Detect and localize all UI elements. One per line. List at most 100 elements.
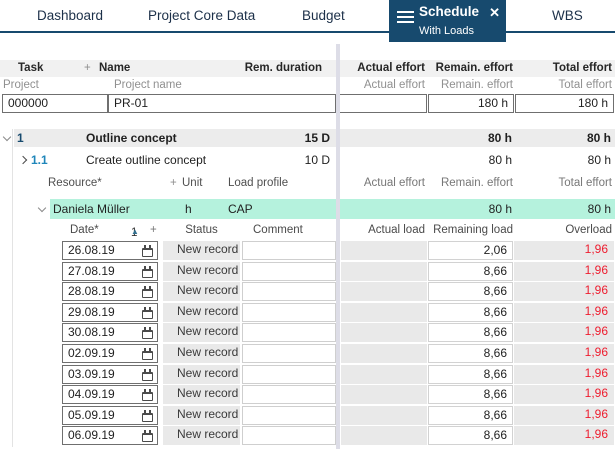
task-table-header: Task + Name Rem. duration Actual effort … [0,60,615,77]
task-remain-effort: 80 h [487,131,512,145]
task-name: Create outline concept [86,153,207,167]
date-field[interactable]: 30.08.19 [62,323,158,343]
load-row: 04.09.19 New record 8,66 1,96 [0,385,615,405]
add-resource-icon[interactable]: + [170,177,177,189]
task-number: 1 [17,131,24,145]
resource-row-highlight [50,199,615,219]
calendar-icon[interactable] [142,347,153,360]
remaining-load-field[interactable]: 8,66 [428,261,513,281]
calendar-icon[interactable] [142,368,153,381]
remaining-load-field[interactable]: 8,66 [428,405,513,425]
task-total-effort: 80 h [586,131,611,145]
close-icon[interactable]: ✕ [489,5,500,20]
comment-field[interactable] [242,241,336,260]
load-row: 28.08.19 New record 8,66 1,96 [0,282,615,302]
overload-cell: 1,96 [514,385,614,405]
remaining-load-field[interactable]: 8,66 [428,426,513,446]
remaining-load-field[interactable]: 2,06 [428,241,513,260]
task-rem-duration: 15 D [304,131,330,145]
date-field[interactable]: 03.09.19 [62,364,158,384]
resource-header: Resource* + Unit Load profile Actual eff… [0,176,615,192]
remaining-load-field[interactable]: 8,66 [428,385,513,405]
calendar-icon[interactable] [142,265,153,278]
resource-total-effort-label: Total effort [558,177,613,189]
col-name-label: Name [99,62,131,74]
calendar-icon[interactable] [142,286,153,299]
project-total-effort-field[interactable]: 180 h [515,94,614,113]
comment-field[interactable] [242,343,336,363]
remaining-load-field[interactable]: 8,66 [428,364,513,384]
tab-dashboard[interactable]: Dashboard [37,8,104,23]
comment-field[interactable] [242,282,336,302]
calendar-icon[interactable] [142,389,153,402]
resource-remain-effort: 80 h [488,202,512,216]
remaining-load-field[interactable]: 8,66 [428,282,513,302]
project-remain-effort-field[interactable]: 180 h [428,94,514,113]
date-field[interactable]: 26.08.19 [62,241,158,260]
tab-wbs[interactable]: WBS [552,8,583,23]
col-remaining-load-label: Remaining load [433,224,513,236]
remaining-load-field[interactable]: 8,66 [428,323,513,343]
status-cell: New record [163,343,240,363]
task-row-1[interactable]: 1 Outline concept 15 D 80 h 80 h [0,129,615,147]
calendar-icon[interactable] [142,306,153,319]
comment-field[interactable] [242,323,336,343]
task-row-1-1[interactable]: 1.1 Create outline concept 10 D 80 h 80 … [0,152,615,169]
comment-field[interactable] [242,385,336,405]
remaining-load-field[interactable]: 8,66 [428,343,513,363]
section-divider[interactable] [336,44,340,449]
task-number: 1.1 [31,153,48,167]
hamburger-menu-icon[interactable] [397,11,414,23]
comment-field[interactable] [242,261,336,281]
project-actual-effort-field[interactable] [337,94,427,113]
overload-cell: 1,96 [514,261,614,281]
load-row: 05.09.19 New record 8,66 1,96 [0,405,615,425]
resource-remain-effort-label: Remain. effort [440,177,513,189]
project-id-field[interactable]: 000000 [2,94,108,113]
date-field[interactable]: 29.08.19 [62,302,158,322]
date-field[interactable]: 05.09.19 [62,405,158,425]
date-field[interactable]: 27.08.19 [62,261,158,281]
add-row-icon[interactable]: + [150,224,157,236]
calendar-icon[interactable] [142,409,153,422]
status-cell: New record [163,302,240,322]
tab-schedule-sublabel: With Loads [419,25,475,37]
resource-total-effort: 80 h [587,202,611,216]
actual-load-cell [341,323,427,343]
tab-schedule[interactable]: Schedule ✕ With Loads [389,0,506,42]
date-field[interactable]: 06.09.19 [62,426,158,446]
project-name-field[interactable]: PR-01 [108,94,336,113]
tab-project-core-data[interactable]: Project Core Data [148,8,256,23]
status-cell: New record [163,426,240,446]
collapse-icon[interactable] [37,203,47,213]
date-field[interactable]: 04.09.19 [62,385,158,405]
tab-bar-underline [0,31,615,33]
resource-row-daniela-mueller[interactable]: Daniela Müller h CAP 80 h 80 h [0,199,615,219]
comment-field[interactable] [242,302,336,322]
load-row: 06.09.19 New record 8,66 1,96 [0,426,615,446]
actual-load-cell [341,364,427,384]
comment-field[interactable] [242,405,336,425]
calendar-icon[interactable] [142,327,153,340]
calendar-icon[interactable] [142,430,153,443]
remaining-load-field[interactable]: 8,66 [428,302,513,322]
resource-name: Daniela Müller [53,202,130,216]
expand-icon[interactable] [18,155,28,165]
actual-load-cell [341,241,427,260]
calendar-icon[interactable] [142,245,153,257]
tab-budget[interactable]: Budget [302,8,345,23]
collapse-icon[interactable] [2,132,12,142]
load-row: 30.08.19 New record 8,66 1,96 [0,323,615,343]
overload-cell: 1,96 [514,405,614,425]
date-field[interactable]: 02.09.19 [62,343,158,363]
overload-cell: 1,96 [514,282,614,302]
task-total-effort: 80 h [587,153,611,167]
date-field[interactable]: 28.08.19 [62,282,158,302]
task-row-1-bg [14,129,615,147]
comment-field[interactable] [242,426,336,446]
project-remain-effort-label: Remain. effort [440,79,513,91]
status-cell: New record [163,323,240,343]
add-column-icon[interactable]: + [84,62,91,74]
task-rem-duration: 10 D [304,153,330,167]
comment-field[interactable] [242,364,336,384]
